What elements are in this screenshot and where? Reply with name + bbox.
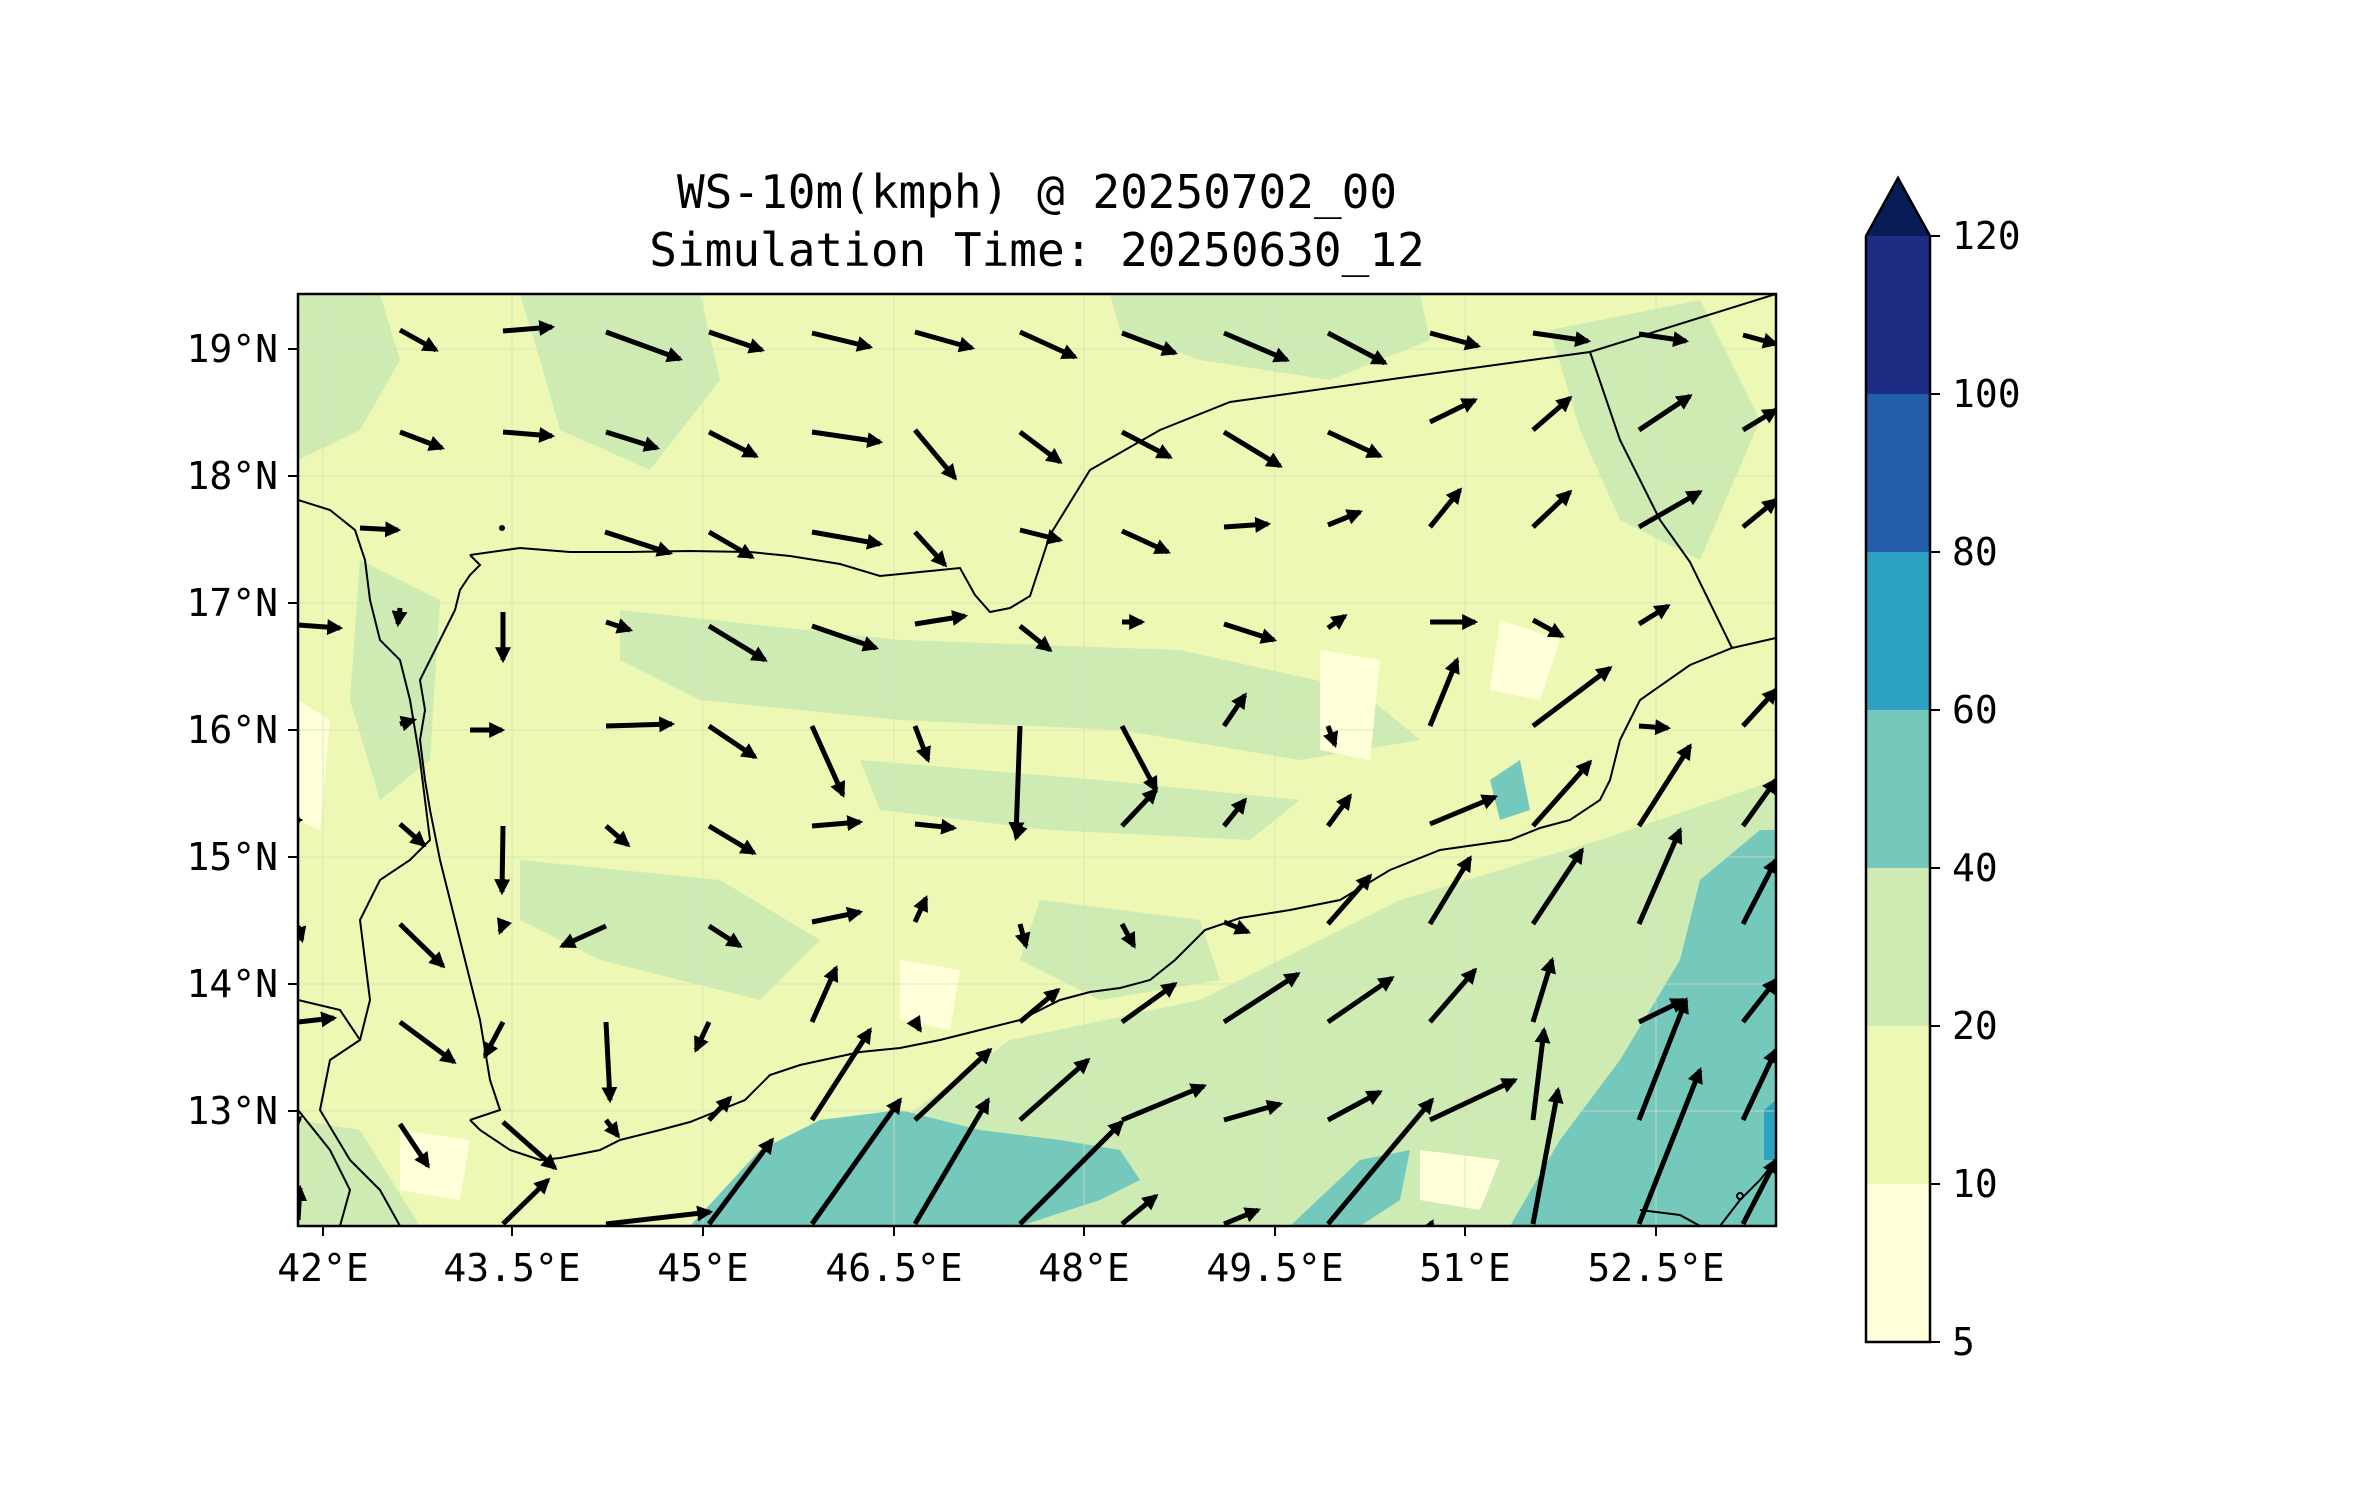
colorbar-tick-label: 40 [1952, 846, 1998, 890]
lat-tick-labels: 19°N 18°N 17°N 16°N 15°N 14°N 13°N [186, 327, 278, 1133]
colorbar: 120 100 80 60 40 20 10 5 [1864, 175, 2021, 1364]
colorbar-tick-label: 10 [1952, 1162, 1998, 1206]
map-panel [296, 292, 1778, 1228]
colorbar-extend-arrow [1866, 178, 1930, 236]
colorbar-band-10-20 [1866, 1026, 1930, 1184]
red-sea-coast [418, 554, 502, 1121]
lat-tick-label: 17°N [186, 581, 278, 625]
colorbar-tick-label: 120 [1952, 214, 2021, 258]
lat-tick-label: 14°N [186, 962, 278, 1006]
colorbar-band-40-60 [1866, 710, 1930, 868]
colorbar-tick-label: 5 [1952, 1320, 1975, 1364]
lon-tick-label: 46.5°E [825, 1246, 962, 1290]
colorbar-tick-label: 20 [1952, 1004, 1998, 1048]
lon-tick-label: 43.5°E [443, 1246, 580, 1290]
djibouti-border [298, 1109, 352, 1226]
lon-tick-label: 45°E [657, 1246, 749, 1290]
oman-yemen-border [1589, 351, 1733, 649]
socotra-outline [1639, 1209, 1701, 1226]
colorbar-band-80-100 [1866, 394, 1930, 552]
field-band-60-80 [1764, 1100, 1776, 1160]
arabian-sea-coast [469, 637, 1776, 1162]
colorbar-band-20-40 [1866, 868, 1930, 1026]
colorbar-band-60-80 [1866, 552, 1930, 710]
lon-axis [322, 1226, 1657, 1236]
colorbar-tick-label: 60 [1952, 688, 1998, 732]
colorbar-band-100-120 [1866, 236, 1930, 394]
lon-tick-label: 48°E [1038, 1246, 1130, 1290]
field-band-5-10 [298, 620, 1560, 1210]
lon-tick-label: 51°E [1419, 1246, 1511, 1290]
lon-tick-label: 42°E [277, 1246, 369, 1290]
colorbar-band-5-10 [1866, 1184, 1930, 1342]
lat-tick-label: 18°N [186, 454, 278, 498]
lat-tick-label: 15°N [186, 835, 278, 879]
african-coast [298, 499, 432, 1226]
lon-tick-label: 49.5°E [1206, 1246, 1343, 1290]
figure-title-line2: Simulation Time: 20250630_12 [649, 223, 1424, 277]
field-band-40-60 [690, 760, 1776, 1226]
lon-tick-label: 52.5°E [1587, 1246, 1724, 1290]
lat-tick-label: 16°N [186, 708, 278, 752]
lat-axis [288, 348, 298, 1112]
colorbar-outline [1864, 175, 1932, 1344]
figure-title-line1: WS-10m(kmph) @ 20250702_00 [677, 165, 1397, 219]
ethiopia-border [298, 999, 361, 1041]
colorbar-tick-label: 80 [1952, 530, 1998, 574]
map-frame [296, 292, 1778, 1228]
colorbar-tick-label: 100 [1952, 372, 2021, 416]
lat-tick-label: 19°N [186, 327, 278, 371]
lon-tick-labels: 42°E 43.5°E 45°E 46.5°E 48°E 49.5°E 51°E… [277, 1246, 1724, 1290]
lat-tick-label: 13°N [186, 1089, 278, 1133]
wind-speed-field [298, 294, 1776, 1226]
